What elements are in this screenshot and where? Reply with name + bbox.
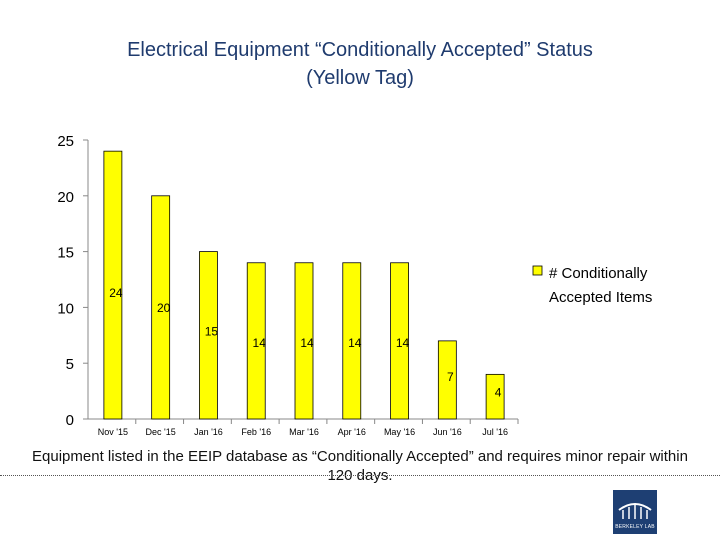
data-label: 24 <box>109 286 123 300</box>
chart-subtitle: (Yellow Tag) <box>306 67 414 89</box>
berkeley-lab-logo: BERKELEY LAB <box>613 490 657 534</box>
x-tick-label: Apr '16 <box>338 427 366 437</box>
y-tick-label: 25 <box>57 133 74 150</box>
bar <box>151 195 171 420</box>
legend-label-cont: Accepted Items <box>549 289 652 306</box>
x-tick-label: Jul '16 <box>482 427 508 437</box>
lab-building-icon <box>618 503 652 519</box>
x-tick-label: May '16 <box>384 427 415 437</box>
data-label: 14 <box>348 336 362 350</box>
data-label: 7 <box>447 370 454 384</box>
bar <box>246 262 266 420</box>
x-tick-label: Jun '16 <box>433 427 462 437</box>
x-tick-label: Dec '15 <box>146 427 176 437</box>
y-tick-label: 15 <box>57 245 74 262</box>
legend-swatch <box>532 265 543 276</box>
chart-title-line1: Electrical Equipment “Conditionally Acce… <box>127 39 593 61</box>
bar <box>342 262 362 420</box>
bar <box>199 251 218 420</box>
data-label: 14 <box>396 336 410 350</box>
data-label: 20 <box>157 301 171 315</box>
data-label: 4 <box>495 385 502 399</box>
divider-line <box>0 475 720 476</box>
bar <box>485 373 505 420</box>
x-tick-label: Jan '16 <box>194 427 223 437</box>
logo-text: BERKELEY LAB <box>615 524 655 530</box>
legend-label: # Conditionally <box>549 265 648 282</box>
data-label: 14 <box>300 336 314 350</box>
bar <box>103 150 123 420</box>
y-tick-label: 5 <box>66 356 74 373</box>
data-label: 14 <box>253 336 267 350</box>
y-tick-label: 0 <box>66 412 74 429</box>
chart-title: Electrical Equipment “Conditionally Acce… <box>0 36 720 92</box>
bar <box>437 340 457 420</box>
x-tick-label: Feb '16 <box>241 427 271 437</box>
x-tick-label: Nov '15 <box>98 427 128 437</box>
y-tick-label: 10 <box>57 300 74 317</box>
bar <box>294 262 314 420</box>
bar <box>390 262 409 420</box>
y-tick-label: 20 <box>57 189 74 206</box>
data-label: 15 <box>205 325 219 339</box>
chart-caption: Equipment listed in the EEIP database as… <box>32 448 688 484</box>
x-tick-label: Mar '16 <box>289 427 319 437</box>
